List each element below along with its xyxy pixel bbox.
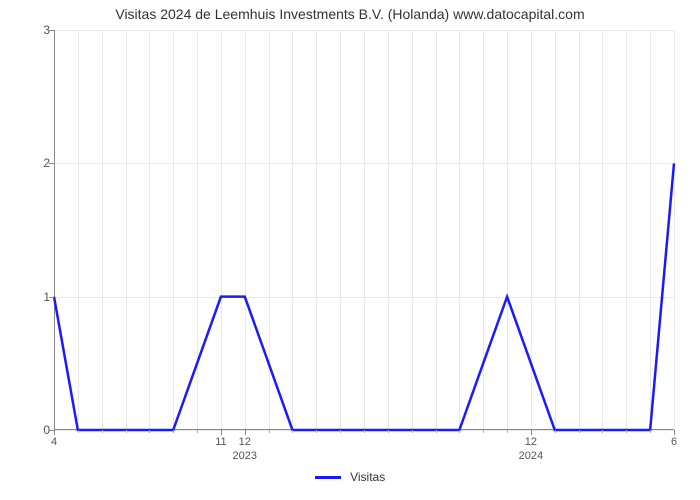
legend: Visitas [0, 470, 700, 484]
legend-swatch [315, 476, 341, 479]
chart-container: Visitas 2024 de Leemhuis Investments B.V… [0, 0, 700, 500]
legend-label: Visitas [350, 470, 385, 484]
line-series [54, 30, 674, 430]
chart-title: Visitas 2024 de Leemhuis Investments B.V… [0, 6, 700, 22]
